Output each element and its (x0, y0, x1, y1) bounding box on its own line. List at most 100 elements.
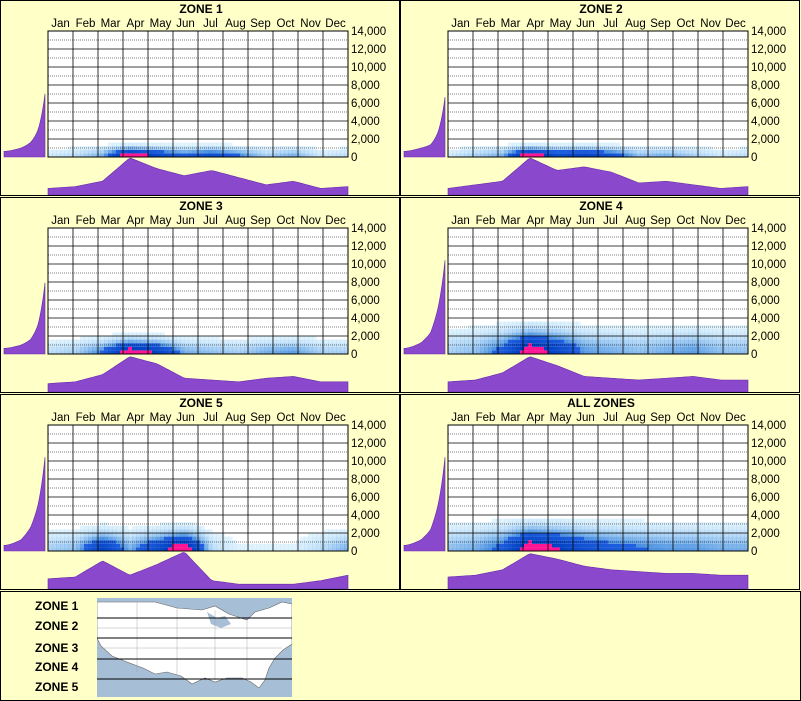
heat-cell (676, 153, 681, 157)
heat-cell (240, 346, 245, 351)
heat-cell (288, 336, 293, 340)
heat-cell (76, 149, 81, 154)
heat-cell (688, 547, 693, 551)
heat-cell (484, 525, 489, 530)
heat-cell (528, 339, 533, 344)
plot-frame (47, 30, 349, 158)
heat-cell (564, 533, 569, 537)
heat-cell (80, 525, 85, 530)
month-tick-label: Feb (476, 215, 496, 227)
heat-cell (104, 336, 109, 340)
heat-cell (548, 346, 553, 351)
heat-cell (488, 543, 493, 548)
heat-cell (676, 533, 681, 537)
heat-cell (152, 533, 157, 537)
heat-cell (716, 547, 721, 551)
heat-cell (304, 346, 309, 351)
month-tick-label: Oct (677, 18, 696, 30)
heat-cell (200, 536, 205, 541)
heat-cell (520, 533, 525, 537)
heat-cell (52, 536, 57, 541)
heat-cell (540, 529, 545, 533)
heat-cell (148, 350, 153, 354)
heat-cell (512, 536, 517, 541)
heat-cell (472, 350, 477, 354)
heat-cell (632, 543, 637, 548)
heat-cell (540, 332, 545, 336)
heat-cell (584, 336, 589, 340)
month-tick-label: Jun (176, 18, 195, 30)
heat-cell (456, 332, 461, 336)
heat-cell (572, 525, 577, 530)
heat-cell (736, 149, 741, 154)
heat-cell (572, 518, 577, 523)
heat-cell (604, 547, 609, 551)
heat-cell (624, 346, 629, 351)
heat-cell (600, 142, 605, 147)
heat-cell (708, 153, 713, 157)
heat-cell (664, 543, 669, 548)
heat-cell (680, 153, 685, 157)
heat-cell (744, 336, 749, 340)
heat-cell (684, 543, 689, 548)
heat-cell (460, 149, 465, 154)
heat-cell (128, 543, 133, 548)
heat-cell (132, 536, 137, 541)
monthly-profile (447, 157, 749, 195)
heat-cell (668, 547, 673, 551)
heat-cell (504, 328, 509, 333)
heat-cell (592, 536, 597, 541)
heat-cell (616, 153, 621, 157)
heat-cell (712, 339, 717, 344)
elevation-tick-label: 4,000 (751, 510, 780, 522)
heat-cell (712, 346, 717, 351)
heat-cell (716, 336, 721, 340)
heat-cell (60, 149, 65, 154)
heat-cell (260, 336, 265, 340)
heat-cell (276, 339, 281, 344)
heat-cell (660, 153, 665, 157)
heat-cell (540, 328, 545, 333)
heat-cell (76, 543, 81, 548)
heat-cell (700, 336, 705, 340)
heat-cell (208, 533, 213, 537)
heat-cell (540, 321, 545, 326)
heat-cell (536, 142, 541, 147)
heat-cell (128, 536, 133, 541)
heat-cell (264, 149, 269, 154)
heat-cell (232, 346, 237, 351)
heat-cell (536, 153, 541, 157)
heat-cell (216, 543, 221, 548)
heat-cell (92, 536, 97, 541)
elevation-tick-label: 10,000 (751, 259, 786, 271)
heat-cell (452, 543, 457, 548)
heat-cell (552, 328, 557, 333)
heat-cell (56, 543, 61, 548)
heat-cell (584, 153, 589, 157)
heat-cell (584, 547, 589, 551)
heat-cell (636, 518, 641, 523)
heat-cell (336, 536, 341, 541)
heat-cell (208, 336, 213, 340)
heat-cell (660, 536, 665, 541)
heat-cell (340, 543, 345, 548)
heat-cell (652, 525, 657, 530)
heat-cell (628, 346, 633, 351)
heat-cell (508, 332, 513, 336)
heat-cell (576, 328, 581, 333)
month-tick-label: Jan (451, 18, 470, 30)
heat-cell (192, 547, 197, 551)
heat-cell (560, 336, 565, 340)
heat-cell (644, 153, 649, 157)
heat-cell (448, 536, 453, 541)
heat-cell (480, 153, 485, 157)
heat-cell (76, 339, 81, 344)
heat-cell (212, 543, 217, 548)
heat-cell (172, 543, 177, 548)
heat-cell (504, 529, 509, 533)
heat-cell (448, 153, 453, 157)
heat-cell (680, 529, 685, 533)
heat-cell (332, 350, 337, 354)
heat-cell (676, 525, 681, 530)
heat-cell (132, 332, 137, 336)
